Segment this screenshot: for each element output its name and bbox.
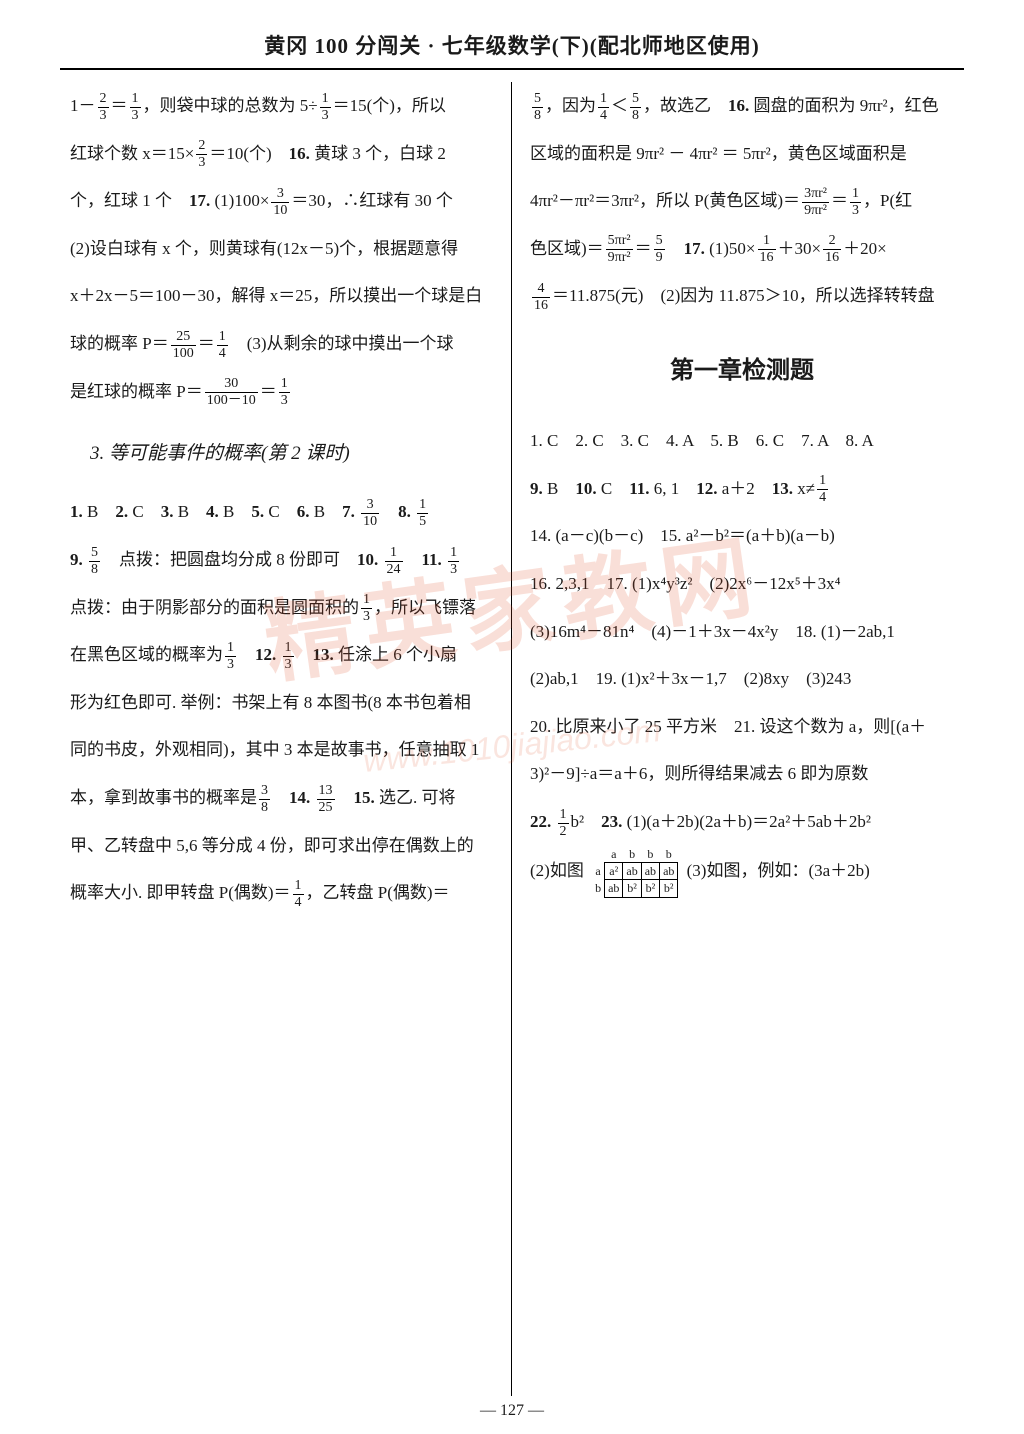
text-line: 3)²－9]÷a＝a＋6，则所得结果减去 6 即为原数 (530, 750, 954, 798)
text-line: (2)设白球有 x 个，则黄球有(12x－5)个，根据题意得 (70, 225, 493, 273)
text-line: 形为红色即可. 举例：书架上有 8 本图书(8 本书包着相 (70, 679, 493, 727)
page: 精英家教网 www.1010jiajiao.com 黄冈 100 分闯关 · 七… (0, 0, 1024, 1434)
text-line: 4πr²－πr²＝3πr²，所以 P(黄色区域)＝3πr²9πr²＝13，P(红 (530, 177, 954, 225)
chapter-title: 第一章检测题 (530, 338, 954, 405)
text: (3)如图，例如：(3a＋2b) (687, 861, 870, 880)
text-line: 本，拿到故事书的概率是38 14. 1325 15. 选乙. 可将 (70, 774, 493, 822)
content: 1－23＝13，则袋中球的总数为 5÷13＝15(个)，所以 红球个数 x＝15… (60, 82, 964, 1396)
text-line: 概率大小. 即甲转盘 P(偶数)＝14，乙转盘 P(偶数)＝ (70, 869, 493, 917)
text-line: 9. 58 点拨：把圆盘均分成 8 份即可 10. 124 11. 13 (70, 536, 493, 584)
text-line: 红球个数 x＝15×23＝10(个) 16. 黄球 3 个，白球 2 (70, 130, 493, 178)
text-line: 点拨：由于阴影部分的面积是圆面积的13，所以飞镖落 (70, 584, 493, 632)
text-line: 416＝11.875(元) (2)因为 11.875＞10，所以选择转转盘 (530, 272, 954, 320)
text-line: 是红球的概率 P＝30100－10＝13 (70, 368, 493, 416)
left-column: 1－23＝13，则袋中球的总数为 5÷13＝15(个)，所以 红球个数 x＝15… (60, 82, 512, 1396)
page-number: — 127 — (0, 1402, 1024, 1420)
text-line: 在黑色区域的概率为13 12. 13 13. 任涂上 6 个小扇 (70, 631, 493, 679)
text-line: 区域的面积是 9πr² － 4πr² ＝ 5πr²，黄色区域面积是 (530, 130, 954, 178)
text-line: 1. C 2. C 3. C 4. A 5. B 6. C 7. A 8. A (530, 417, 954, 465)
text-line: 16. 2,3,1 17. (1)x⁴y³z² (2)2x⁶－12x⁵＋3x⁴ (530, 560, 954, 608)
text-line: 14. (a－c)(b－c) 15. a²－b²＝(a＋b)(a－b) (530, 512, 954, 560)
text-line: 色区域)＝5πr²9πr²＝59 17. (1)50×116＋30×216＋20… (530, 225, 954, 273)
text: (2)如图 (530, 861, 584, 880)
text-line: 9. B 10. C 11. 6, 1 12. a＋2 13. x≠14 (530, 465, 954, 513)
text-line: (2)ab,1 19. (1)x²＋3x－1,7 (2)8xy (3)243 (530, 655, 954, 703)
text-line: 20. 比原来小了 25 平方米 21. 设这个数为 a，则[(a＋ (530, 703, 954, 751)
text-line: (3)16m⁴－81n⁴ (4)－1＋3x－4x²y 18. (1)－2ab,1 (530, 608, 954, 656)
text-line: 甲、乙转盘中 5,6 等分成 4 份，即可求出停在偶数上的 (70, 822, 493, 870)
text-line: 个，红球 1 个 17. (1)100×310＝30，∴红球有 30 个 (70, 177, 493, 225)
text-line: (2)如图 abbb aa²ababab babb²b²b² (3)如图，例如：… (530, 846, 954, 898)
text-line: x＋2x－5＝100－30，解得 x＝25，所以摸出一个球是白 (70, 272, 493, 320)
right-column: 58，因为14＜58，故选乙 16. 圆盘的面积为 9πr²，红色 区域的面积是… (512, 82, 964, 1396)
text-line: 同的书皮，外观相同)，其中 3 本是故事书，任意抽取 1 (70, 726, 493, 774)
page-header: 黄冈 100 分闯关 · 七年级数学(下)(配北师地区使用) (60, 30, 964, 70)
mini-diagram-table: abbb aa²ababab babb²b²b² (592, 846, 678, 898)
text-line: 1. B 2. C 3. B 4. B 5. C 6. B 7. 310 8. … (70, 488, 493, 536)
text-line: 1－23＝13，则袋中球的总数为 5÷13＝15(个)，所以 (70, 82, 493, 130)
text-line: 球的概率 P＝25100＝14 (3)从剩余的球中摸出一个球 (70, 320, 493, 368)
text-line: 22. 12b² 23. (1)(a＋2b)(2a＋b)＝2a²＋5ab＋2b² (530, 798, 954, 846)
text-line: 58，因为14＜58，故选乙 16. 圆盘的面积为 9πr²，红色 (530, 82, 954, 130)
section-title: 3. 等可能事件的概率(第 2 课时) (90, 427, 493, 480)
